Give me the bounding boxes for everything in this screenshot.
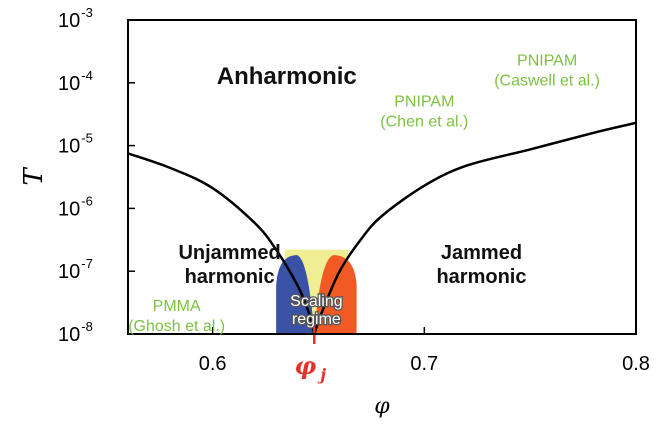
reference-label-chen: PNIPAM (Chen et al.) — [380, 94, 468, 131]
boundary-curve-left — [128, 152, 316, 334]
region-label-jammed: Jammed harmonic — [436, 242, 526, 288]
y-tick-label: 10-4 — [58, 68, 93, 95]
plot-frame — [127, 19, 637, 335]
region-label-line: Jammed — [441, 242, 522, 264]
y-tick-label: 10-7 — [58, 256, 93, 283]
reference-label-line: PNIPAM — [517, 53, 577, 70]
left-lobe-area — [276, 255, 315, 334]
region-label-unjammed: Unjammed harmonic — [178, 242, 280, 288]
y-tick-exponent: -4 — [81, 68, 93, 83]
region-label-scaling: Scaling regime — [290, 293, 342, 328]
reference-label-ghosh: PMMA (Ghosh et al.) — [128, 298, 225, 335]
x-tick-label: 0.8 — [622, 353, 650, 375]
y-tick-base: 10 — [58, 261, 80, 283]
x-tick-label: 0.7 — [410, 353, 438, 375]
reference-label-line: PNIPAM — [394, 94, 454, 111]
y-tick-base: 10 — [58, 136, 80, 158]
reference-label-line: (Ghosh et al.) — [128, 318, 225, 335]
region-label-line: Anharmonic — [217, 63, 357, 90]
x-tick-label: 0.6 — [199, 353, 227, 375]
region-label-line: Scaling — [290, 293, 342, 310]
region-label-line: harmonic — [185, 266, 275, 288]
y-tick-base: 10 — [58, 198, 80, 220]
y-tick-exponent: -8 — [81, 319, 93, 334]
right-lobe-area — [314, 255, 357, 334]
y-tick-base: 10 — [58, 324, 80, 346]
phi-j-symbol: φ — [295, 351, 317, 380]
y-axis-title: T — [19, 167, 49, 186]
y-tick-exponent: -6 — [81, 193, 93, 208]
y-tick-label: 10-8 — [58, 319, 93, 346]
phi-j-subscript: j — [317, 365, 326, 384]
region-label-line: regime — [292, 311, 341, 328]
y-tick-exponent: -7 — [81, 256, 93, 271]
y-tick-base: 10 — [58, 73, 80, 95]
reference-label-line: (Chen et al.) — [380, 114, 468, 131]
y-tick-label: 10-5 — [58, 131, 93, 158]
x-axis-title: φ — [374, 394, 390, 419]
y-tick-base: 10 — [58, 10, 80, 32]
boundary-curve-right — [313, 121, 636, 334]
y-tick-label: 10-6 — [58, 193, 93, 220]
region-label-line: Unjammed — [178, 242, 280, 264]
y-tick-exponent: -3 — [81, 5, 93, 20]
reference-label-line: PMMA — [153, 298, 201, 315]
region-label-anharmonic: Anharmonic — [217, 63, 357, 90]
reference-label-line: (Caswell et al.) — [494, 73, 600, 90]
reference-label-caswell: PNIPAM (Caswell et al.) — [494, 53, 600, 90]
region-label-line: harmonic — [436, 266, 526, 288]
y-tick-exponent: -5 — [81, 131, 93, 146]
y-tick-label: 10-3 — [58, 5, 93, 32]
